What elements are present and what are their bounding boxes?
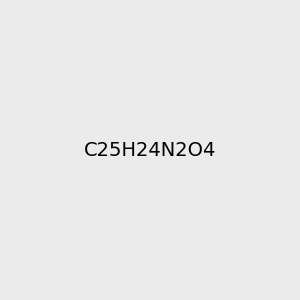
Text: C25H24N2O4: C25H24N2O4	[84, 140, 216, 160]
